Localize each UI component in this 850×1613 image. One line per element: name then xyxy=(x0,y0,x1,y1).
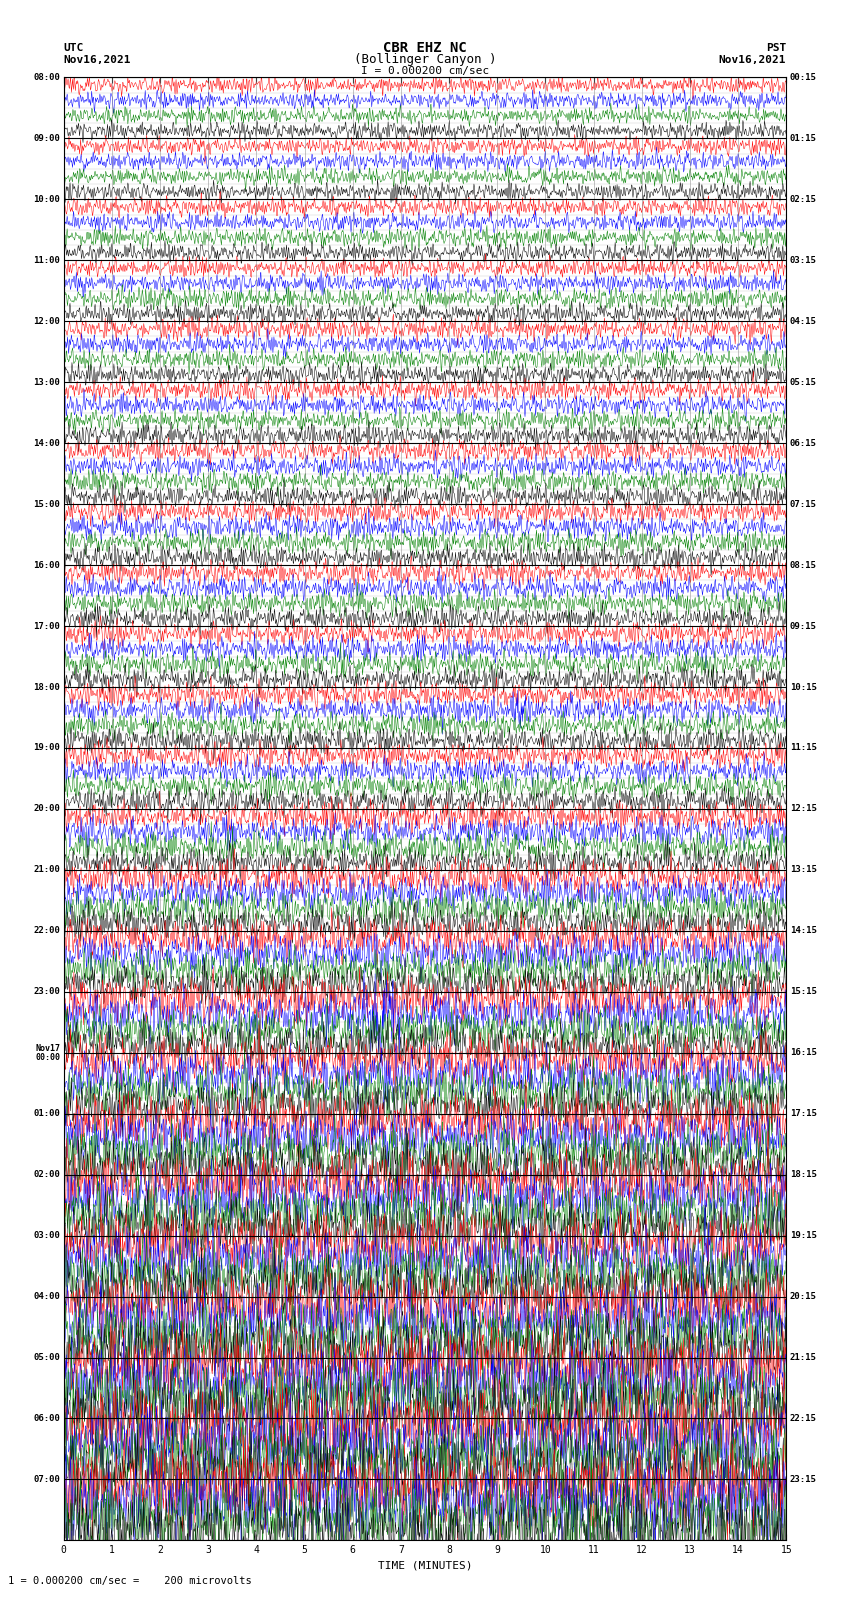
Text: 23:00: 23:00 xyxy=(33,987,60,997)
Text: 04:15: 04:15 xyxy=(790,316,817,326)
Text: 13:00: 13:00 xyxy=(33,377,60,387)
Text: 07:00: 07:00 xyxy=(33,1474,60,1484)
Text: 18:00: 18:00 xyxy=(33,682,60,692)
Text: 01:00: 01:00 xyxy=(33,1110,60,1118)
Text: 16:00: 16:00 xyxy=(33,561,60,569)
Text: 15:15: 15:15 xyxy=(790,987,817,997)
Text: 17:00: 17:00 xyxy=(33,621,60,631)
Text: 11:00: 11:00 xyxy=(33,256,60,265)
Text: 22:00: 22:00 xyxy=(33,926,60,936)
Text: (Bollinger Canyon ): (Bollinger Canyon ) xyxy=(354,53,496,66)
Text: 20:15: 20:15 xyxy=(790,1292,817,1302)
Text: Nov17: Nov17 xyxy=(35,1044,60,1053)
Text: Nov16,2021: Nov16,2021 xyxy=(719,55,786,65)
Text: 08:15: 08:15 xyxy=(790,561,817,569)
Text: 08:00: 08:00 xyxy=(33,73,60,82)
Text: 18:15: 18:15 xyxy=(790,1169,817,1179)
Text: 03:15: 03:15 xyxy=(790,256,817,265)
Text: PST: PST xyxy=(766,44,786,53)
Text: 09:00: 09:00 xyxy=(33,134,60,144)
Text: 14:15: 14:15 xyxy=(790,926,817,936)
Text: UTC: UTC xyxy=(64,44,84,53)
Text: 19:15: 19:15 xyxy=(790,1231,817,1240)
Text: 12:15: 12:15 xyxy=(790,805,817,813)
Text: 02:15: 02:15 xyxy=(790,195,817,203)
Text: 15:00: 15:00 xyxy=(33,500,60,508)
Text: 05:00: 05:00 xyxy=(33,1353,60,1361)
Text: 06:15: 06:15 xyxy=(790,439,817,448)
Text: 00:00: 00:00 xyxy=(35,1053,60,1061)
Text: I = 0.000200 cm/sec: I = 0.000200 cm/sec xyxy=(361,66,489,76)
Text: CBR EHZ NC: CBR EHZ NC xyxy=(383,42,467,55)
Text: 22:15: 22:15 xyxy=(790,1415,817,1423)
Text: 16:15: 16:15 xyxy=(790,1048,817,1057)
Text: 02:00: 02:00 xyxy=(33,1169,60,1179)
Text: 05:15: 05:15 xyxy=(790,377,817,387)
Text: 12:00: 12:00 xyxy=(33,316,60,326)
Text: 23:15: 23:15 xyxy=(790,1474,817,1484)
Text: 00:15: 00:15 xyxy=(790,73,817,82)
Text: 10:00: 10:00 xyxy=(33,195,60,203)
X-axis label: TIME (MINUTES): TIME (MINUTES) xyxy=(377,1561,473,1571)
Text: 1 = 0.000200 cm/sec =    200 microvolts: 1 = 0.000200 cm/sec = 200 microvolts xyxy=(8,1576,252,1586)
Text: 20:00: 20:00 xyxy=(33,805,60,813)
Text: 17:15: 17:15 xyxy=(790,1110,817,1118)
Text: 01:15: 01:15 xyxy=(790,134,817,144)
Text: 04:00: 04:00 xyxy=(33,1292,60,1302)
Text: 10:15: 10:15 xyxy=(790,682,817,692)
Text: 21:00: 21:00 xyxy=(33,866,60,874)
Text: 03:00: 03:00 xyxy=(33,1231,60,1240)
Text: 21:15: 21:15 xyxy=(790,1353,817,1361)
Text: 07:15: 07:15 xyxy=(790,500,817,508)
Text: 14:00: 14:00 xyxy=(33,439,60,448)
Text: Nov16,2021: Nov16,2021 xyxy=(64,55,131,65)
Text: 19:00: 19:00 xyxy=(33,744,60,752)
Text: 06:00: 06:00 xyxy=(33,1415,60,1423)
Text: 11:15: 11:15 xyxy=(790,744,817,752)
Text: 09:15: 09:15 xyxy=(790,621,817,631)
Text: 13:15: 13:15 xyxy=(790,866,817,874)
